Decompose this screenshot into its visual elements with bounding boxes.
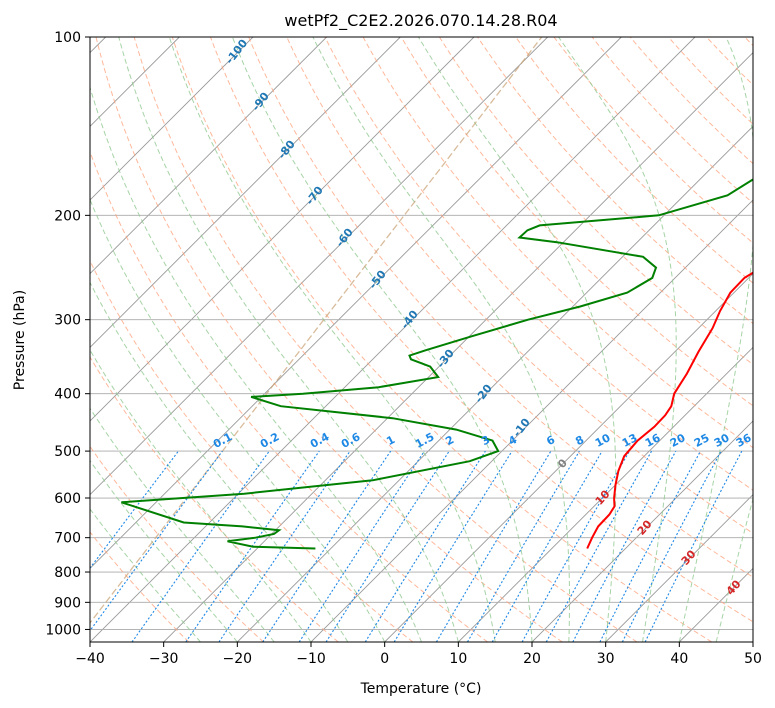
isotherm-line [605,494,753,642]
x-tick-label: 30 [597,651,615,667]
y-tick-label: 700 [54,531,81,547]
isotherm-line [90,37,548,496]
dry-adiabat-line [591,37,753,204]
isotherm-line [752,641,753,642]
mixing-ratio-line [491,450,603,642]
y-tick-label: 900 [54,595,81,611]
dry-adiabat-line [210,37,753,623]
moist-adiabat-line [90,349,312,642]
y-tick-label: 500 [54,444,81,460]
mixing-ratio-line [185,450,320,642]
mixing-ratio-line [572,450,677,642]
y-tick-label: 1000 [45,622,81,638]
y-tick-label: 400 [54,387,81,403]
isotherm-line [90,37,401,348]
isotherm-line [90,37,254,201]
dry-adiabat-line [553,37,753,244]
dry-adiabat-line [95,37,563,642]
plot-frame [89,36,754,643]
mixing-ratio-line [521,450,630,642]
mixing-ratio-line [621,450,722,642]
dry-adiabat-line [133,37,638,642]
x-tick-label: 20 [523,651,541,667]
dry-adiabat-line [362,37,753,449]
moist-adiabat-line [90,85,422,642]
y-tick-label: 600 [54,491,81,507]
isotherm-line [384,273,753,642]
dry-adiabat-line [90,531,190,642]
isotherm-line [163,52,753,642]
mixing-ratio-label: 25 [692,431,712,450]
y-tick-label: 100 [54,30,81,46]
mixing-ratio-label: 16 [643,431,663,450]
x-tick-label: −30 [149,651,179,667]
mixing-ratio-label: 36 [734,431,754,450]
y-tick-label: 300 [54,313,81,329]
dry-adiabat-line [286,37,753,534]
reference-lines [90,37,753,642]
x-tick-label: −20 [223,651,253,667]
mixing-ratio-line [298,450,425,642]
x-axis-label: Temperature (°C) [360,681,482,697]
isotherm-line [531,420,753,642]
mixing-ratio-line [90,450,179,570]
mixing-ratio-label: 10 [593,431,613,450]
moist-adiabat-line [678,37,753,642]
moist-adiabat-line [168,37,496,642]
isotherm-line [90,37,327,275]
isotherm-line [458,346,753,642]
dry-adiabat-line [171,37,712,642]
dry-adiabat-line [438,37,753,366]
isotherm-line [90,37,622,569]
chart-title: wetPf2_C2E2.2026.070.14.28.R04 [284,11,557,31]
dry-adiabat-line [324,37,753,491]
y-tick-label: 800 [54,565,81,581]
moist-adiabat-line [557,37,677,642]
x-tick-label: −40 [75,651,105,667]
lcl-curve-line [90,37,543,624]
x-tick-label: 10 [449,651,467,667]
axes: −40 −30 −20 −10 0 10 20 30 40 50 100 200 300 400 500 60… [45,30,762,667]
mixing-ratio-line [218,450,351,642]
mixing-ratio-line [262,450,392,642]
mixing-ratio-line [545,450,653,642]
mixing-ratio-line [325,450,450,642]
mixing-ratio-label: 30 [712,431,732,450]
y-tick-label: 200 [54,208,81,224]
moist-adiabat-line [90,281,349,642]
temperature-profile-line [586,271,753,549]
dewpoint-profile-line [121,178,753,550]
dry-adiabat-line [400,37,753,407]
moist-adiabat-line [118,37,459,642]
moist-adiabat-line [90,459,238,642]
x-tick-label: −10 [296,651,326,667]
moist-adiabat-line [715,497,753,642]
mixing-ratio-label: 20 [668,431,688,450]
plot-background [90,37,753,642]
x-tick-label: 0 [380,651,389,667]
moist-adiabat-line [231,37,533,642]
isotherm-line [90,37,696,642]
isotherm-line [237,125,753,642]
mixing-ratio-line [644,450,743,642]
dry-adiabat-line [90,259,414,642]
dry-adiabat-line [477,37,753,325]
mixing-ratio-line [90,450,223,632]
isotherm-line [90,37,475,422]
moist-adiabat-line [90,407,275,642]
x-tick-label: 50 [744,651,762,667]
profiles [121,178,753,550]
mixing-ratio-label: 13 [620,431,640,450]
moist-adiabat-line [90,198,386,642]
x-tick-label: 40 [670,651,688,667]
mixing-ratio-line [393,450,513,642]
y-axis-label: Pressure (hPa) [12,290,28,390]
